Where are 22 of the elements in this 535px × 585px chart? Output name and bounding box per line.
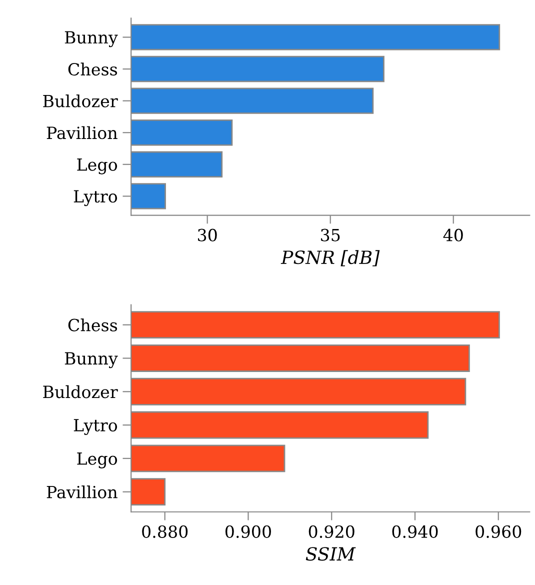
- y-tick-label: Buldozer: [43, 385, 118, 398]
- x-tick-label: 30: [198, 228, 217, 242]
- x-tick-label: 0.940: [392, 525, 438, 538]
- y-tick-label: Bunny: [64, 31, 118, 48]
- y-tick-label: Lytro: [74, 190, 118, 206]
- x-axis-title: PSNR [dB]: [280, 250, 380, 266]
- y-tick-label: Chess: [68, 318, 118, 332]
- x-tick-label: 0.960: [476, 525, 522, 538]
- y-tick-label: Lytro: [74, 419, 118, 435]
- y-tick-label: Lego: [77, 158, 118, 174]
- x-tick-label: 40: [443, 228, 463, 242]
- y-tick-label: Pavillion: [46, 486, 118, 498]
- x-tick-label: 35: [321, 228, 340, 242]
- x-tick-label: 0.920: [308, 525, 354, 538]
- y-tick-label: Pavillion: [46, 126, 118, 140]
- x-tick-label: 0.900: [225, 525, 271, 538]
- y-tick-label: Chess: [68, 62, 118, 76]
- x-axis-title: SSIM: [306, 547, 356, 561]
- y-tick-label: Buldozer: [43, 94, 118, 108]
- x-tick-label: 0.880: [142, 525, 188, 538]
- y-tick-label: Bunny: [64, 352, 118, 368]
- y-tick-label: Lego: [77, 452, 118, 468]
